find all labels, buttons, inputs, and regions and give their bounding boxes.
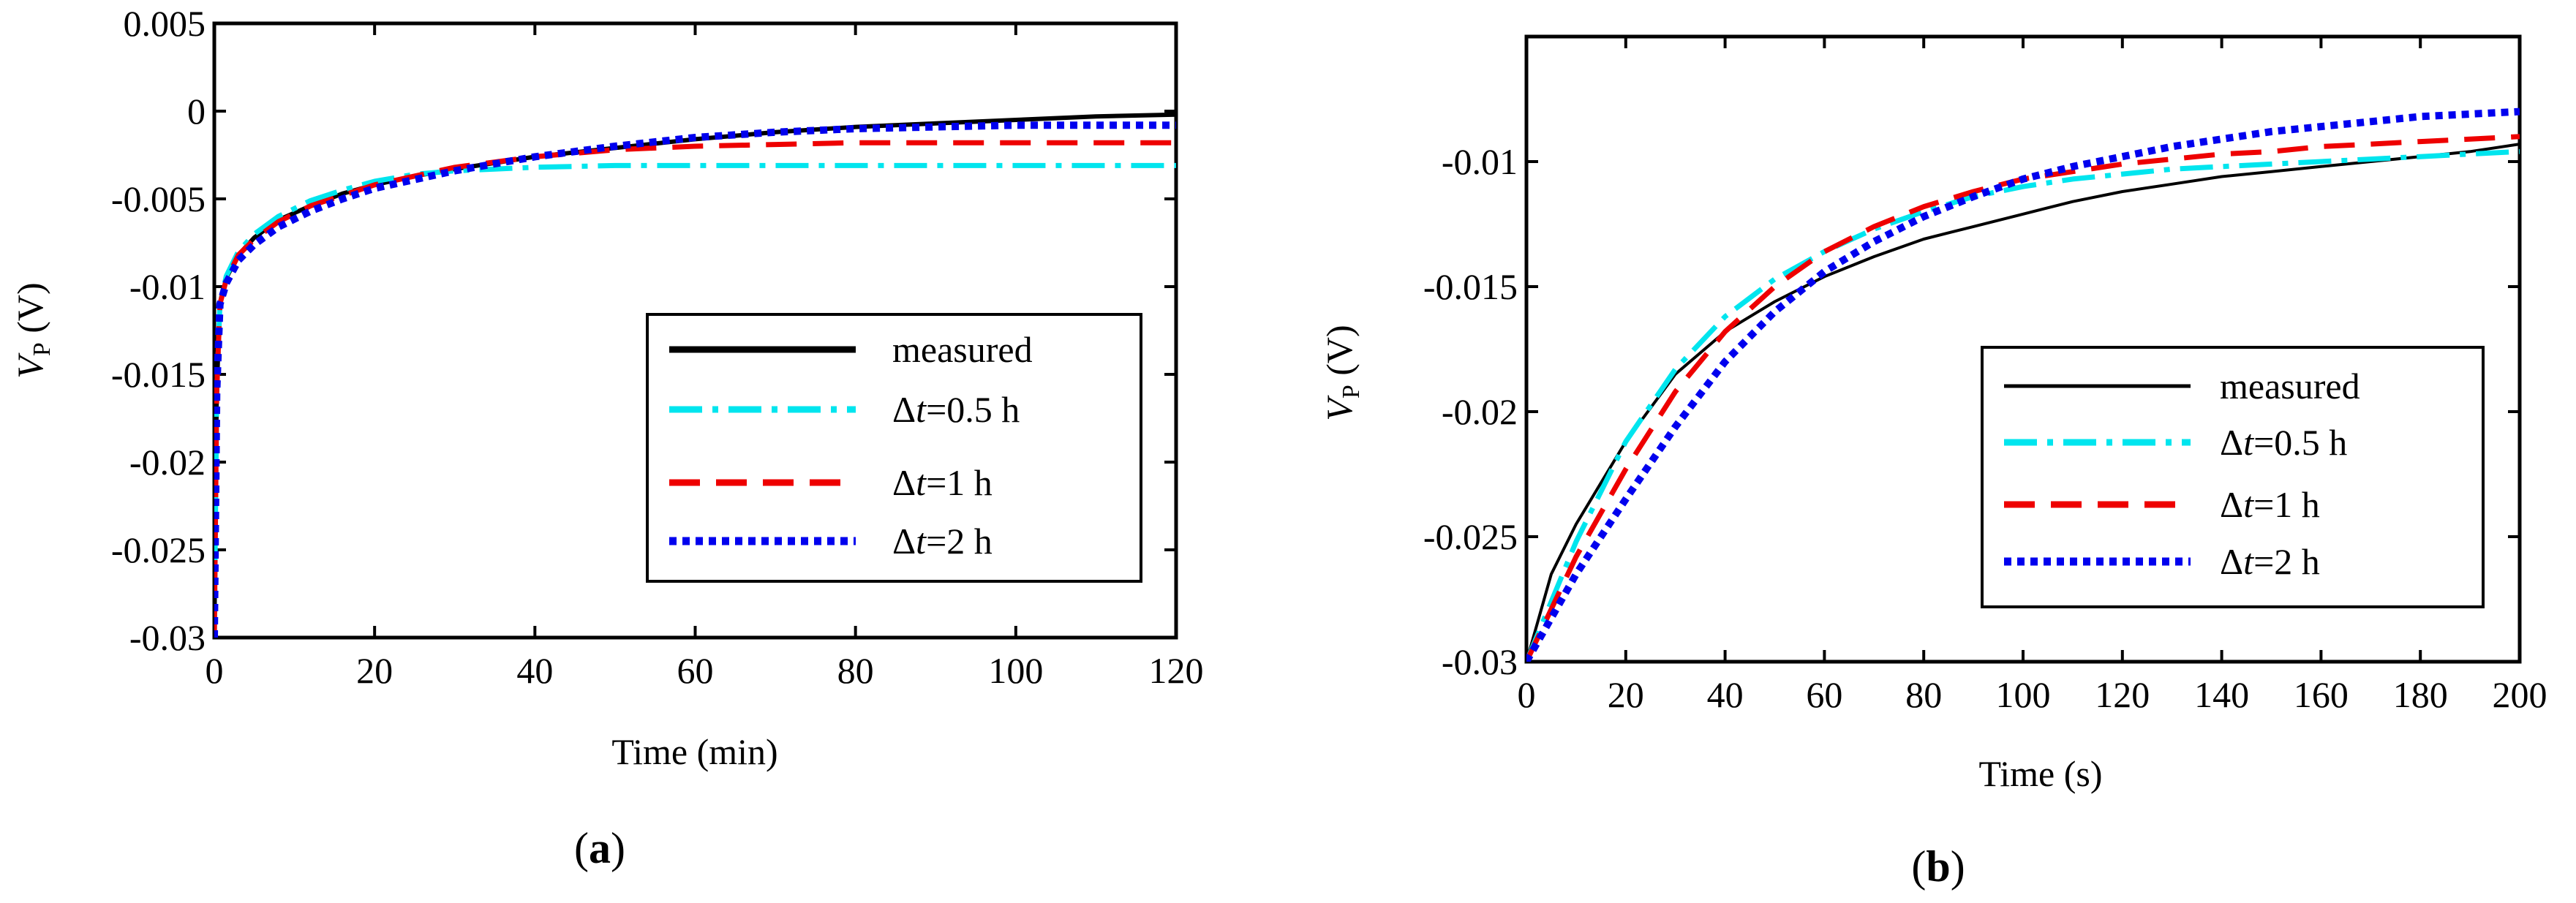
chart-b-plot [1526,107,2520,662]
legend-a-label-dt05: Δt=0.5 h [892,389,1020,430]
legend-b-label-dt1: Δt=1 h [2220,484,2320,525]
chart-b-series-dt2 [1526,107,2520,662]
panel-a-label: (a) [574,824,625,872]
chart-a-ticks: 0 20 40 60 80 100 120 -0.03 -0.025 -0.02 -0.015 -0.… [111,3,1204,691]
legend-a-label-dt2: Δt=2 h [892,521,993,562]
chart-a: 0 20 40 60 80 100 120 -0.03 -0.025 -0.02 -0.015 -0.… [10,3,1204,872]
chart-a-xtick-label: 120 [1149,650,1204,691]
chart-a-ytick-label: -0.015 [111,354,206,395]
chart-b-ticks: 0 20 40 60 80 100 120 140 160 180 200 -0.03 -0.025 -0… [1423,37,2547,715]
chart-a-ytick-label: -0.025 [111,529,206,570]
chart-a-legend-box [646,313,1142,583]
chart-a-ytick-label: -0.03 [129,617,206,658]
panel-b-label: (b) [1911,842,1965,891]
legend-b-label-measured: measured [2220,366,2360,407]
chart-b-xtick-label: 180 [2393,674,2448,715]
legend-b-label-dt05: Δt=0.5 h [2220,422,2347,463]
chart-a-series-dt1 [214,140,1176,638]
chart-b-legend-box [1981,346,2485,608]
chart-a-ytick-label: 0.005 [124,3,206,44]
chart-b-xtick-label: 60 [1806,674,1842,715]
chart-b-xtick-label: 0 [1518,674,1536,715]
chart-a-ytick-label: -0.005 [111,178,206,219]
chart-b-xtick-label: 20 [1608,674,1644,715]
chart-b-ylabel: VP (V) [1319,325,1365,420]
chart-b-xlabel: Time (s) [1978,753,2102,794]
chart-b-xtick-label: 140 [2194,674,2249,715]
chart-b-xtick-label: 160 [2294,674,2349,715]
chart-b-series-dt05 [1526,148,2520,662]
chart-b-xtick-label: 200 [2493,674,2547,715]
chart-b-ytick-label: -0.015 [1423,266,1518,307]
chart-a-ylabel: VP (V) [10,282,56,378]
chart-b-ytick-label: -0.03 [1442,641,1518,682]
chart-a-ytick-label: -0.02 [129,442,206,483]
chart-b-xtick-label: 120 [2095,674,2150,715]
chart-b-ytick-label: -0.02 [1442,391,1518,432]
chart-b-ytick-label: -0.01 [1442,141,1518,182]
chart-b: 0 20 40 60 80 100 120 140 160 180 200 -0.03 -0.025 -0… [1319,34,2547,891]
chart-a-legend: measured Δt=0.5 h Δt=1 h Δt=2 h [646,313,1142,583]
legend-a-label-measured: measured [892,329,1033,370]
chart-a-xtick-label: 100 [988,650,1043,691]
chart-a-ytick-label: -0.01 [129,266,206,307]
chart-a-xlabel: Time (min) [611,731,777,772]
chart-a-xtick-label: 80 [837,650,874,691]
chart-b-xtick-label: 100 [1996,674,2051,715]
legend-a-label-dt1: Δt=1 h [892,462,993,503]
chart-a-xtick-label: 60 [677,650,714,691]
chart-b-xtick-label: 40 [1707,674,1744,715]
chart-a-xtick-label: 20 [356,650,393,691]
chart-a-plot [214,112,1176,638]
chart-a-xtick-label: 40 [516,650,553,691]
legend-b-label-dt2: Δt=2 h [2220,541,2320,582]
chart-b-ytick-label: -0.025 [1423,516,1518,557]
chart-a-xtick-label: 0 [206,650,224,691]
chart-a-ytick-label: 0 [187,91,206,132]
chart-b-xtick-label: 80 [1905,674,1942,715]
chart-b-legend: measured Δt=0.5 h Δt=1 h Δt=2 h [1981,346,2485,608]
